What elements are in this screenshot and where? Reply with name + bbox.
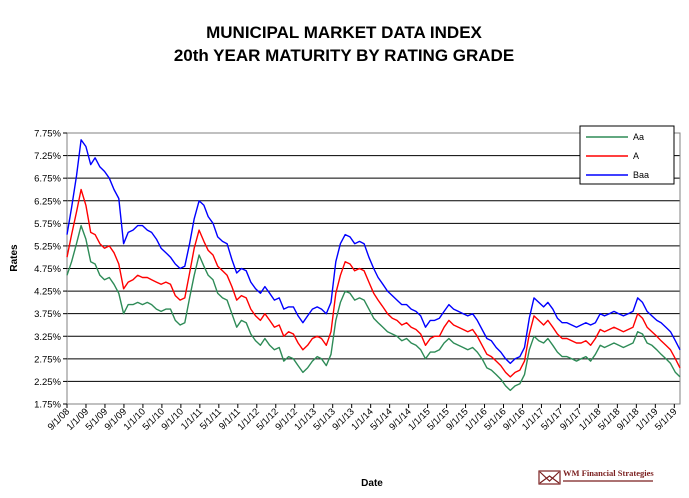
y-tick-label: 6.75% (34, 174, 61, 185)
series-lines (66, 139, 681, 392)
legend-items: Aa A Baa (586, 132, 649, 180)
legend-label: Baa (633, 170, 649, 180)
x-axis-ticks: 9/1/081/1/095/1/099/1/091/1/105/1/109/1/… (46, 404, 679, 433)
y-tick-label: 1.75% (34, 400, 61, 411)
y-tick-label: 4.75% (34, 264, 61, 275)
y-tick-label: 3.25% (34, 332, 61, 343)
y-axis-ticks: 1.75% 2.25% 2.75% 3.25% 3.75% 4.25% 4.75% 5.25%… (34, 129, 67, 411)
y-tick-label: 7.25% (34, 151, 61, 162)
y-tick-label: 5.25% (34, 241, 61, 252)
series-line-aa (66, 224, 681, 392)
legend-label: Aa (633, 132, 644, 142)
legend: Aa A Baa (579, 125, 675, 185)
chart-subtitle: 20th YEAR MATURITY BY RATING GRADE (174, 46, 514, 65)
y-tick-label: 6.25% (34, 196, 61, 207)
chart-title: MUNICIPAL MARKET DATA INDEX (206, 23, 482, 42)
y-tick-label: 2.75% (34, 354, 61, 365)
y-tick-label: 2.25% (34, 377, 61, 388)
y-tick-label: 7.75% (34, 129, 61, 140)
legend-label: A (633, 151, 639, 161)
y-axis-title: Rates (9, 244, 20, 272)
y-tick-label: 5.75% (34, 219, 61, 230)
logo-text: WM Financial Strategies (563, 468, 654, 478)
logo-mark-icon (538, 470, 561, 485)
y-tick-label: 3.75% (34, 309, 61, 320)
series-line-a (66, 188, 681, 378)
x-tick-label: 5/1/19 (653, 406, 679, 432)
x-axis-title: Date (361, 478, 383, 489)
y-tick-label: 4.25% (34, 287, 61, 298)
series-line-baa (66, 139, 681, 365)
company-logo: WM Financial Strategies (538, 468, 654, 485)
